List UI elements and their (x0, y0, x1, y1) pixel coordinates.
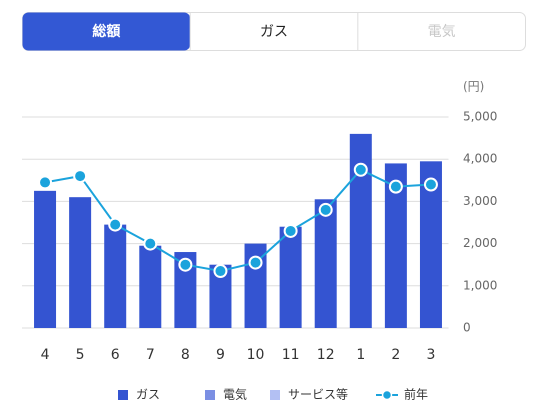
line-point (423, 177, 438, 192)
line-point (213, 264, 228, 279)
legend-marker (381, 389, 393, 401)
x-tick-label: 12 (317, 347, 335, 363)
y-tick-label: 5,000 (463, 110, 497, 124)
x-tick-label: 2 (391, 347, 400, 363)
line-point (283, 223, 298, 238)
line-point (248, 255, 263, 270)
line-point (108, 217, 123, 232)
tab-label[interactable]: 総額 (92, 23, 120, 40)
y-tick-label: 0 (463, 321, 471, 335)
x-tick-label: 7 (146, 347, 155, 363)
x-tick-label: 3 (426, 347, 435, 363)
legend-label: 電気 (223, 387, 247, 402)
legend-swatch (205, 390, 215, 400)
legend-label: ガス (136, 388, 160, 402)
y-tick-label: 1,000 (463, 278, 497, 292)
bar (419, 161, 442, 328)
line-point (143, 236, 158, 251)
line-point (38, 175, 53, 190)
line-point (388, 179, 403, 194)
y-tick-label: 2,000 (463, 236, 497, 250)
x-tick-label: 6 (111, 347, 120, 363)
bar (384, 163, 407, 328)
tab-active (22, 12, 191, 51)
x-tick-label: 11 (282, 347, 300, 363)
legend-label: サービス等 (288, 388, 348, 402)
bar (314, 199, 337, 328)
y-tick-label: 4,000 (463, 152, 497, 166)
line-point (353, 162, 368, 177)
bar (34, 190, 57, 328)
x-tick-label: 1 (356, 347, 365, 363)
line (44, 168, 432, 273)
line-point (73, 169, 88, 184)
y-tick-label: 3,000 (463, 194, 497, 208)
bar (139, 245, 162, 328)
line-point (178, 257, 193, 272)
bar (174, 252, 197, 328)
legend-swatch (270, 390, 280, 400)
legend-label: 前年 (404, 387, 428, 402)
bar (349, 133, 372, 328)
line-point (318, 202, 333, 217)
x-tick-label: 8 (181, 347, 190, 363)
tab-label[interactable]: ガス (260, 24, 288, 40)
y-unit: (円) (463, 80, 484, 94)
x-tick-label: 9 (216, 347, 225, 363)
x-tick-label: 5 (76, 347, 85, 363)
x-tick-label: 4 (41, 347, 50, 363)
tab-label: 電気 (428, 24, 456, 40)
bar (69, 197, 92, 328)
bar (279, 226, 302, 328)
bar (104, 224, 127, 328)
legend-swatch (118, 390, 128, 400)
bar (209, 264, 232, 328)
x-tick-label: 10 (247, 347, 265, 363)
